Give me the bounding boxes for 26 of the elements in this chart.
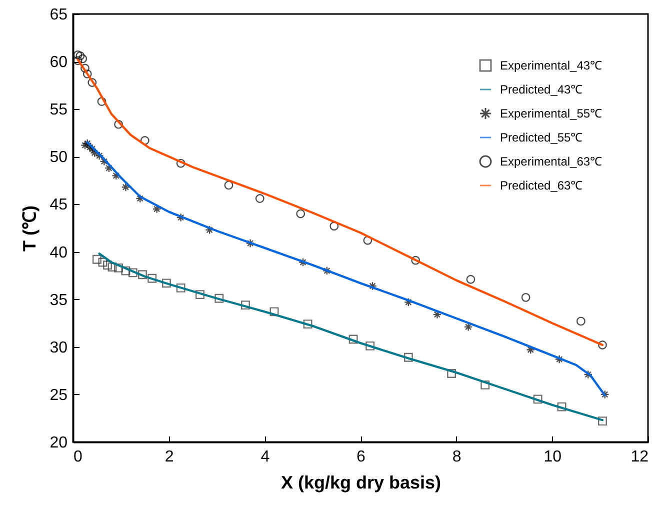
y-tick-label: 30 (50, 339, 68, 356)
legend-label: Experimental_63℃ (500, 154, 602, 168)
y-tick-label: 65 (50, 6, 68, 24)
x-tick-label: 6 (356, 448, 366, 466)
x-tick-label: 0 (74, 448, 82, 466)
y-tick-label: 50 (50, 149, 68, 166)
y-tick-label: 25 (50, 386, 68, 404)
line-series (76, 58, 604, 346)
y-tick-label: 55 (50, 102, 68, 119)
legend-label: Predicted_63℃ (500, 178, 583, 192)
legend-label: Predicted_55℃ (500, 130, 583, 144)
x-tick-label: 12 (630, 448, 649, 466)
legend-label: Experimental_43℃ (500, 58, 602, 72)
x-tick-label: 4 (260, 448, 270, 466)
x-tick-label: 2 (164, 448, 174, 466)
y-tick-label: 35 (50, 292, 68, 309)
y-tick-label: 60 (50, 54, 68, 72)
y-axis-title: T (℃) (20, 206, 40, 252)
y-tick-label: 20 (50, 434, 68, 452)
x-tick-label: 10 (544, 448, 562, 466)
legend-label: Predicted_43℃ (500, 82, 583, 96)
y-tick-label: 40 (50, 244, 68, 262)
x-axis-title: X (kg/kg dry basis) (280, 472, 442, 492)
legend-label: Experimental_55℃ (500, 106, 602, 120)
x-tick-label: 8 (452, 448, 462, 466)
y-tick-label: 45 (50, 196, 68, 214)
